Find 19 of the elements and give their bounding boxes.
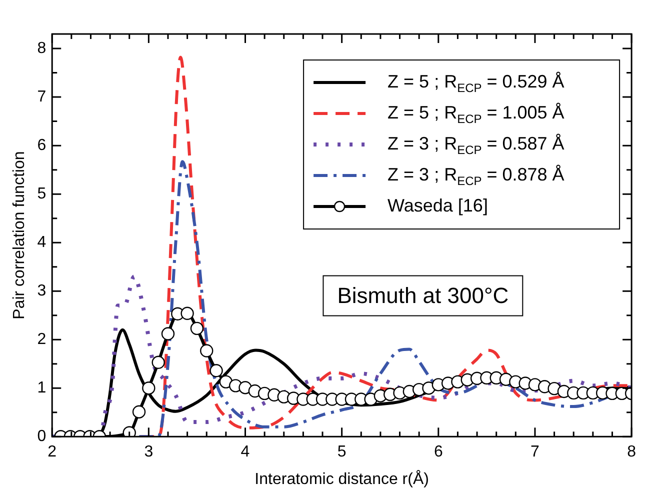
x-tick-label: 5	[337, 444, 346, 461]
y-tick-label: 5	[37, 185, 46, 202]
legend-label: Waseda [16]	[388, 195, 488, 216]
y-tick-label: 7	[37, 88, 46, 106]
annotation: Bismuth at 300°C	[337, 282, 509, 308]
x-tick-label: 4	[240, 444, 250, 461]
x-axis-title: Interatomic distance r(Å)	[254, 470, 429, 488]
y-tick-label: 0	[37, 428, 46, 446]
y-tick-label: 4	[37, 234, 46, 251]
y-tick-label: 2	[37, 330, 46, 348]
y-tick-label: 8	[37, 40, 46, 57]
y-tick-label: 6	[37, 136, 46, 154]
y-tick-label: 1	[37, 380, 46, 396]
x-tick-label: 7	[530, 444, 540, 461]
y-axis-title: Pair correlation function	[11, 151, 28, 320]
x-tick-label: 3	[144, 444, 154, 461]
x-tick-label: 6	[434, 444, 443, 461]
x-tick-label: 8	[627, 444, 636, 461]
y-tick-label: 3	[37, 282, 46, 300]
